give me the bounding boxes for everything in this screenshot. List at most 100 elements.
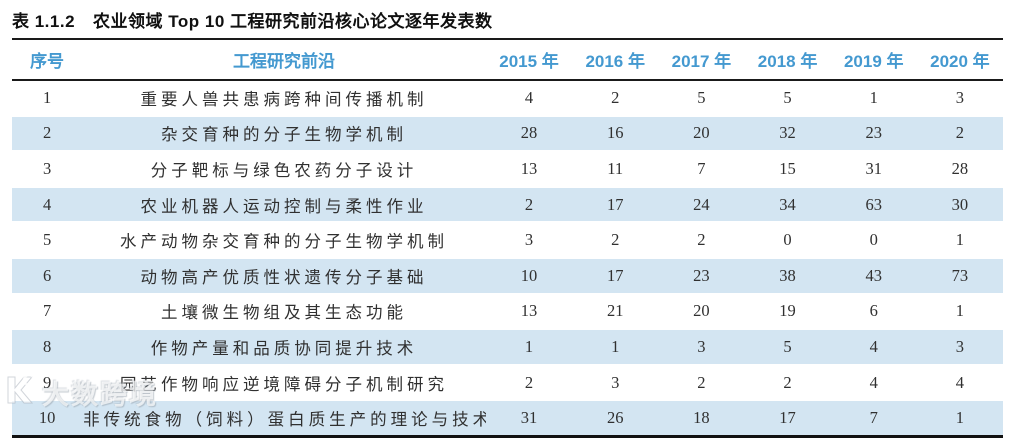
table-row: 4 农业机器人运动控制与柔性作业 2 17 24 34 63 30 — [12, 186, 1003, 224]
year-value-cell: 1 — [916, 293, 1003, 331]
year-value-cell: 3 — [916, 329, 1003, 366]
row-front-cell: 土壤微生物组及其生态功能 — [82, 293, 486, 331]
year-value-cell: 4 — [916, 364, 1003, 402]
year-value-cell: 11 — [572, 151, 659, 188]
year-value-cell: 4 — [485, 80, 573, 117]
year-value-cell: 2 — [572, 80, 659, 117]
year-value-cell: 38 — [744, 257, 831, 295]
year-value-cell: 31 — [485, 400, 573, 437]
year-value-cell: 2 — [658, 222, 745, 259]
year-value-cell: 0 — [830, 222, 917, 259]
year-value-cell: 1 — [830, 80, 917, 117]
row-front-cell: 园艺作物响应逆境障碍分子机制研究 — [82, 364, 486, 402]
year-value-cell: 15 — [744, 151, 831, 188]
row-front-cell: 重要人兽共患病跨种间传播机制 — [82, 80, 486, 117]
year-value-cell: 1 — [916, 400, 1003, 437]
col-header-front: 工程研究前沿 — [82, 39, 486, 81]
row-front-cell: 杂交育种的分子生物学机制 — [82, 115, 486, 153]
year-value-cell: 4 — [830, 329, 917, 366]
year-value-cell: 5 — [744, 329, 831, 366]
year-value-cell: 1 — [485, 329, 573, 366]
year-value-cell: 26 — [572, 400, 659, 437]
year-value-cell: 2 — [916, 115, 1003, 153]
year-value-cell: 17 — [572, 257, 659, 295]
row-serial-cell: 5 — [12, 222, 83, 259]
year-value-cell: 0 — [744, 222, 831, 259]
table-row: 6 动物高产优质性状遗传分子基础 10 17 23 38 43 73 — [12, 257, 1003, 295]
year-value-cell: 2 — [744, 364, 831, 402]
table-row: 2 杂交育种的分子生物学机制 28 16 20 32 23 2 — [12, 115, 1003, 153]
row-front-cell: 分子靶标与绿色农药分子设计 — [82, 151, 486, 188]
year-value-cell: 30 — [916, 186, 1003, 224]
year-value-cell: 1 — [916, 222, 1003, 259]
row-serial-cell: 4 — [12, 186, 83, 224]
col-header-serial: 序号 — [12, 39, 83, 81]
year-value-cell: 17 — [744, 400, 831, 437]
year-value-cell: 3 — [916, 80, 1003, 117]
table-header: 序号 工程研究前沿 2015 年 2016 年 2017 年 2018 年 20… — [12, 39, 1003, 81]
year-value-cell: 23 — [830, 115, 917, 153]
year-value-cell: 19 — [744, 293, 831, 331]
col-header-2017: 2017 年 — [658, 39, 745, 81]
year-value-cell: 31 — [830, 151, 917, 188]
year-value-cell: 73 — [916, 257, 1003, 295]
year-value-cell: 3 — [485, 222, 573, 259]
row-serial-cell: 3 — [12, 151, 83, 188]
row-front-cell: 水产动物杂交育种的分子生物学机制 — [82, 222, 486, 259]
year-value-cell: 4 — [830, 364, 917, 402]
table-row: 10 非传统食物（饲料）蛋白质生产的理论与技术 31 26 18 17 7 1 — [12, 400, 1003, 437]
col-header-2019: 2019 年 — [830, 39, 917, 81]
table-caption: 表 1.1.2 农业领域 Top 10 工程研究前沿核心论文逐年发表数 — [0, 0, 1011, 32]
year-value-cell: 28 — [916, 151, 1003, 188]
col-header-2016: 2016 年 — [572, 39, 659, 81]
research-fronts-table: 序号 工程研究前沿 2015 年 2016 年 2017 年 2018 年 20… — [12, 38, 1003, 438]
year-value-cell: 63 — [830, 186, 917, 224]
year-value-cell: 5 — [658, 80, 745, 117]
year-value-cell: 28 — [485, 115, 573, 153]
table-row: 7 土壤微生物组及其生态功能 13 21 20 19 6 1 — [12, 293, 1003, 331]
table-row: 3 分子靶标与绿色农药分子设计 13 11 7 15 31 28 — [12, 151, 1003, 188]
year-value-cell: 7 — [830, 400, 917, 437]
year-value-cell: 16 — [572, 115, 659, 153]
year-value-cell: 24 — [658, 186, 745, 224]
year-value-cell: 21 — [572, 293, 659, 331]
year-value-cell: 13 — [485, 151, 573, 188]
year-value-cell: 20 — [658, 115, 745, 153]
row-front-cell: 非传统食物（饲料）蛋白质生产的理论与技术 — [82, 400, 486, 437]
col-header-2018: 2018 年 — [744, 39, 831, 81]
row-serial-cell: 2 — [12, 115, 83, 153]
header-row: 序号 工程研究前沿 2015 年 2016 年 2017 年 2018 年 20… — [12, 39, 1003, 81]
table-title-text: 农业领域 Top 10 工程研究前沿核心论文逐年发表数 — [93, 12, 493, 31]
year-value-cell: 5 — [744, 80, 831, 117]
year-value-cell: 32 — [744, 115, 831, 153]
year-value-cell: 2 — [658, 364, 745, 402]
row-serial-cell: 1 — [12, 80, 83, 117]
table-number-label: 表 1.1.2 — [12, 12, 76, 31]
year-value-cell: 17 — [572, 186, 659, 224]
row-serial-cell: 6 — [12, 257, 83, 295]
row-front-cell: 动物高产优质性状遗传分子基础 — [82, 257, 486, 295]
year-value-cell: 6 — [830, 293, 917, 331]
year-value-cell: 1 — [572, 329, 659, 366]
year-value-cell: 7 — [658, 151, 745, 188]
row-serial-cell: 10 — [12, 400, 83, 437]
year-value-cell: 13 — [485, 293, 573, 331]
year-value-cell: 18 — [658, 400, 745, 437]
row-serial-cell: 7 — [12, 293, 83, 331]
year-value-cell: 2 — [485, 364, 573, 402]
row-front-cell: 农业机器人运动控制与柔性作业 — [82, 186, 486, 224]
year-value-cell: 34 — [744, 186, 831, 224]
year-value-cell: 2 — [485, 186, 573, 224]
year-value-cell: 20 — [658, 293, 745, 331]
year-value-cell: 43 — [830, 257, 917, 295]
year-value-cell: 10 — [485, 257, 573, 295]
year-value-cell: 3 — [658, 329, 745, 366]
row-front-cell: 作物产量和品质协同提升技术 — [82, 329, 486, 366]
row-serial-cell: 8 — [12, 329, 83, 366]
